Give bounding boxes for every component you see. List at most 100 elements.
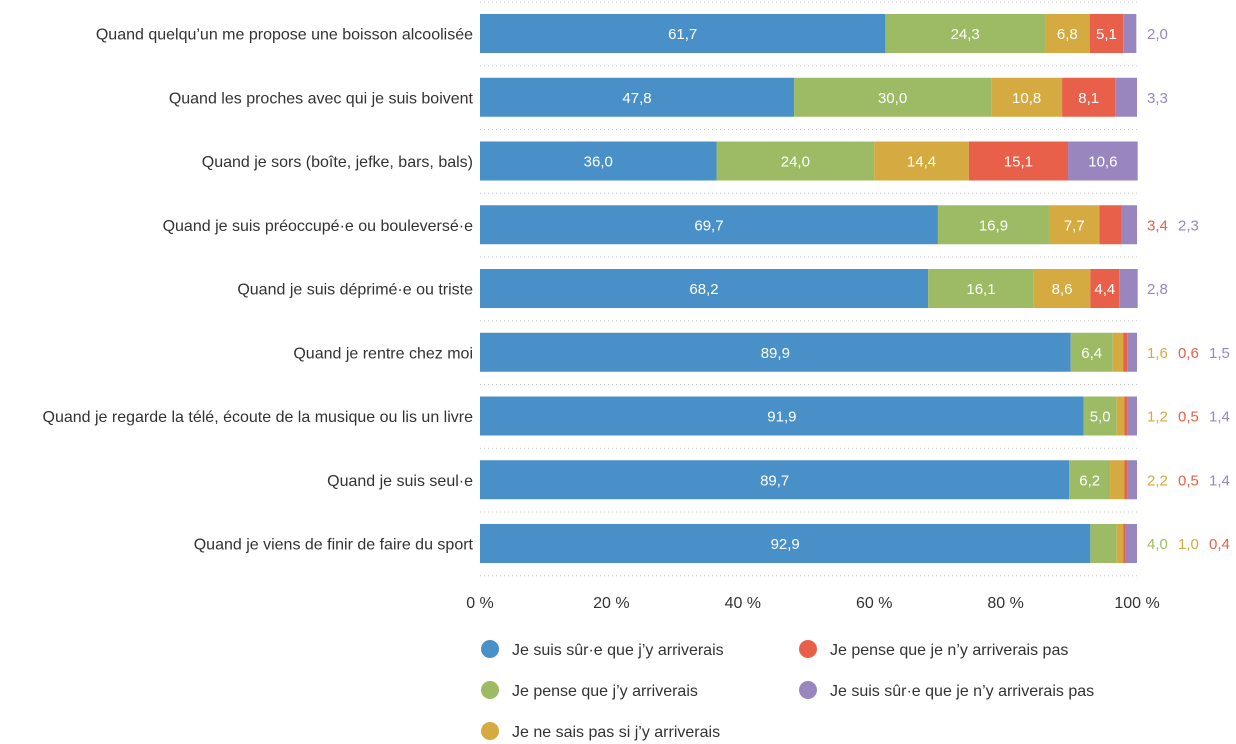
bar-segment bbox=[1123, 14, 1137, 53]
data-label: 69,7 bbox=[694, 217, 723, 234]
legend-label: Je ne sais pas si j’y arriverais bbox=[512, 724, 720, 741]
data-label-outside: 2,8 bbox=[1147, 281, 1168, 298]
data-label-outside: 3,4 bbox=[1147, 217, 1168, 234]
data-label: 8,1 bbox=[1078, 90, 1099, 107]
data-label-outside: 1,0 bbox=[1178, 536, 1199, 553]
data-label: 24,0 bbox=[781, 154, 810, 171]
data-label-outside: 0,5 bbox=[1178, 472, 1199, 489]
bar-segment bbox=[1121, 205, 1137, 245]
x-tick-label: 0 % bbox=[466, 595, 494, 612]
bar-segment bbox=[480, 524, 1091, 563]
data-label: 68,2 bbox=[689, 281, 718, 298]
data-label-outside: 4,0 bbox=[1147, 536, 1168, 553]
bar-segment bbox=[1124, 396, 1128, 436]
bar-segment bbox=[716, 141, 875, 181]
x-tick-label: 20 % bbox=[593, 595, 629, 612]
bar-segment bbox=[1127, 460, 1137, 500]
category-label: Quand je viens de finir de faire du spor… bbox=[194, 537, 474, 554]
data-label: 16,1 bbox=[966, 281, 995, 298]
bar-segment bbox=[794, 77, 992, 117]
legend-swatch bbox=[481, 681, 499, 699]
data-label: 92,9 bbox=[771, 536, 800, 553]
bar-segment bbox=[1062, 77, 1116, 117]
bar-segment bbox=[1125, 524, 1137, 563]
data-label: 16,9 bbox=[979, 217, 1008, 234]
data-label: 6,4 bbox=[1081, 345, 1102, 362]
bar-segment bbox=[1090, 269, 1120, 308]
data-label-outside: 2,0 bbox=[1147, 26, 1168, 43]
data-label: 89,7 bbox=[760, 472, 789, 489]
data-label: 91,9 bbox=[767, 409, 796, 426]
bar-segment bbox=[480, 332, 1071, 372]
x-tick-label: 60 % bbox=[856, 595, 892, 612]
bar-segment bbox=[1124, 460, 1128, 500]
bar-segment bbox=[1033, 269, 1091, 308]
bar-segment bbox=[1116, 396, 1125, 436]
bar-segment bbox=[1127, 396, 1137, 436]
bar-segment bbox=[480, 141, 717, 181]
data-label-outside: 1,2 bbox=[1147, 409, 1168, 426]
bar-segment bbox=[1083, 396, 1117, 436]
legend-swatch bbox=[799, 640, 817, 658]
data-label: 6,2 bbox=[1079, 472, 1100, 489]
category-label: Quand je suis préoccupé·e ou bouleversé·… bbox=[163, 218, 474, 235]
data-label-outside: 1,4 bbox=[1209, 409, 1230, 426]
bar-segment bbox=[1099, 205, 1122, 245]
data-label-outside: 3,3 bbox=[1147, 90, 1168, 107]
bar-segment bbox=[874, 141, 969, 181]
data-label: 8,6 bbox=[1052, 281, 1073, 298]
bar-segment bbox=[1112, 332, 1124, 372]
data-label-outside: 1,6 bbox=[1147, 345, 1168, 362]
bar-segment bbox=[1110, 460, 1125, 500]
category-label: Quand je regarde la télé, écoute de la m… bbox=[43, 409, 474, 426]
legend-swatch bbox=[481, 722, 499, 740]
data-label: 47,8 bbox=[622, 90, 651, 107]
bar-segment bbox=[1127, 332, 1137, 372]
x-tick-label: 40 % bbox=[725, 595, 761, 612]
bar-segment bbox=[1116, 524, 1124, 563]
x-tick-label: 100 % bbox=[1114, 595, 1159, 612]
category-label: Quand je rentre chez moi bbox=[293, 345, 473, 362]
data-label-outside: 2,3 bbox=[1178, 217, 1199, 234]
data-label: 6,8 bbox=[1057, 26, 1078, 43]
bar-segment bbox=[480, 205, 938, 245]
data-label: 24,3 bbox=[951, 26, 980, 43]
category-label: Quand je sors (boîte, jefke, bars, bals) bbox=[202, 154, 473, 171]
legend-swatch bbox=[481, 640, 499, 658]
bar-segment bbox=[1069, 460, 1111, 500]
data-label: 14,4 bbox=[907, 154, 936, 171]
bar-segment bbox=[968, 141, 1069, 181]
data-label: 10,6 bbox=[1088, 154, 1117, 171]
bar-segment bbox=[1089, 14, 1124, 53]
category-label: Quand les proches avec qui je suis boive… bbox=[169, 90, 474, 107]
legend-swatch bbox=[799, 681, 817, 699]
bar-segment bbox=[480, 396, 1084, 436]
x-tick-label: 80 % bbox=[987, 595, 1023, 612]
bar-segment bbox=[1115, 77, 1137, 117]
data-label-outside: 0,5 bbox=[1178, 409, 1199, 426]
bar-segment bbox=[480, 14, 886, 53]
data-label-outside: 1,4 bbox=[1209, 472, 1230, 489]
data-label: 7,7 bbox=[1064, 217, 1085, 234]
bar-segment bbox=[480, 77, 795, 117]
data-label: 61,7 bbox=[668, 26, 697, 43]
data-label: 5,1 bbox=[1096, 26, 1117, 43]
data-label-outside: 0,6 bbox=[1178, 345, 1199, 362]
bar-segment bbox=[937, 205, 1049, 245]
legend-label: Je pense que je n’y arriverais pas bbox=[830, 642, 1068, 659]
data-label: 30,0 bbox=[878, 90, 907, 107]
data-label: 10,8 bbox=[1012, 90, 1041, 107]
bar-segment bbox=[480, 460, 1070, 500]
category-label: Quand quelqu’un me propose une boisson a… bbox=[96, 27, 473, 44]
bar-segment bbox=[1045, 14, 1090, 53]
legend-label: Je pense que j’y arriverais bbox=[512, 683, 698, 700]
bar-segment bbox=[1068, 141, 1138, 181]
bar-segment bbox=[928, 269, 1034, 308]
bar-segment bbox=[1070, 332, 1113, 372]
data-label: 15,1 bbox=[1004, 154, 1033, 171]
data-label: 4,4 bbox=[1094, 281, 1115, 298]
bar-segment bbox=[1119, 269, 1138, 308]
legend-label: Je suis sûr·e que j’y arriverais bbox=[512, 642, 724, 659]
data-label: 36,0 bbox=[584, 154, 613, 171]
